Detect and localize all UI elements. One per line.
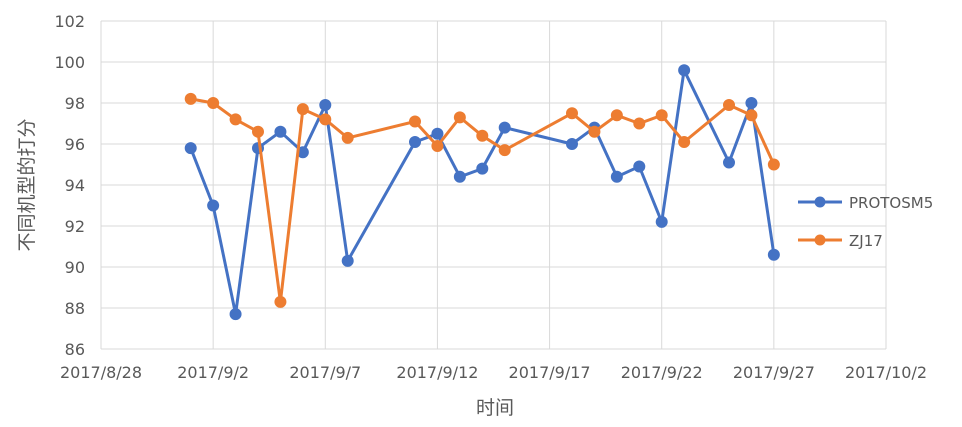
y-tick-label-1: 88 bbox=[65, 299, 85, 318]
x-tick-label-5: 2017/9/22 bbox=[621, 363, 703, 382]
data-point-zj17-10 bbox=[453, 111, 466, 124]
data-point-protosm5-0 bbox=[184, 142, 197, 155]
data-point-zj17-17 bbox=[655, 109, 668, 122]
x-axis-tick-labels: 2017/8/28 2017/9/2 2017/9/7 2017/9/12 2017/9… bbox=[60, 363, 927, 382]
y-axis-tick-labels: 86 88 90 92 94 96 98 100 102 bbox=[54, 12, 85, 359]
series-zj17 bbox=[184, 92, 780, 308]
data-point-protosm5-12 bbox=[498, 121, 511, 134]
data-point-zj17-18 bbox=[678, 135, 691, 148]
data-point-zj17-15 bbox=[610, 109, 623, 122]
y-tick-label-2: 90 bbox=[65, 258, 85, 277]
x-tick-label-3: 2017/9/12 bbox=[396, 363, 478, 382]
data-point-zj17-20 bbox=[745, 109, 758, 122]
data-point-zj17-21 bbox=[767, 158, 780, 171]
y-tick-label-8: 102 bbox=[54, 12, 85, 31]
data-point-zj17-1 bbox=[207, 97, 220, 109]
series-line-zj17 bbox=[190, 97, 776, 304]
data-point-zj17-2 bbox=[229, 113, 242, 126]
data-point-protosm5-9 bbox=[431, 127, 444, 140]
data-point-zj17-11 bbox=[476, 129, 489, 142]
legend-label-protosm5: PROTOSM5 bbox=[849, 194, 933, 212]
y-tick-label-3: 92 bbox=[65, 217, 85, 236]
legend: PROTOSM5 ZJ17 bbox=[798, 194, 933, 250]
data-point-protosm5-4 bbox=[274, 125, 287, 138]
y-tick-label-6: 98 bbox=[65, 94, 85, 113]
data-point-zj17-12 bbox=[498, 144, 511, 157]
x-axis-title: 时间 bbox=[476, 397, 514, 419]
legend-item-zj17: ZJ17 bbox=[798, 232, 883, 250]
data-point-protosm5-21 bbox=[767, 248, 780, 261]
data-point-protosm5-11 bbox=[476, 162, 489, 175]
data-point-zj17-6 bbox=[319, 113, 332, 126]
data-point-zj17-3 bbox=[252, 125, 264, 138]
legend-marker-protosm5 bbox=[814, 196, 826, 208]
y-tick-label-5: 96 bbox=[65, 135, 85, 154]
data-point-zj17-13 bbox=[566, 107, 578, 120]
gridlines bbox=[100, 20, 887, 350]
data-point-zj17-19 bbox=[723, 99, 735, 112]
series-layer bbox=[184, 64, 780, 321]
data-point-zj17-7 bbox=[341, 131, 354, 144]
x-tick-label-0: 2017/8/28 bbox=[60, 363, 142, 382]
data-point-protosm5-1 bbox=[207, 199, 220, 212]
data-point-protosm5-16 bbox=[633, 160, 646, 173]
data-point-zj17-8 bbox=[409, 115, 421, 128]
data-point-protosm5-20 bbox=[745, 97, 758, 109]
data-point-protosm5-17 bbox=[655, 215, 668, 228]
data-point-protosm5-15 bbox=[610, 170, 623, 183]
x-tick-label-4: 2017/9/17 bbox=[509, 363, 591, 382]
data-point-protosm5-2 bbox=[229, 308, 242, 321]
data-point-protosm5-18 bbox=[678, 64, 691, 77]
data-point-protosm5-6 bbox=[319, 99, 332, 112]
data-point-protosm5-10 bbox=[453, 170, 466, 183]
legend-label-zj17: ZJ17 bbox=[849, 232, 883, 250]
data-point-zj17-16 bbox=[633, 117, 646, 130]
data-point-zj17-0 bbox=[184, 92, 197, 105]
y-axis-title: 不同机型的打分 bbox=[16, 118, 38, 251]
x-tick-label-6: 2017/9/27 bbox=[733, 363, 815, 382]
data-point-zj17-9 bbox=[431, 140, 444, 153]
data-point-zj17-14 bbox=[588, 125, 601, 138]
data-point-protosm5-19 bbox=[723, 156, 735, 169]
x-tick-label-1: 2017/9/2 bbox=[177, 363, 249, 382]
data-point-protosm5-8 bbox=[409, 135, 421, 148]
y-tick-label-0: 86 bbox=[65, 340, 85, 359]
legend-marker-zj17 bbox=[814, 234, 826, 246]
y-tick-label-4: 94 bbox=[65, 176, 85, 195]
x-tick-label-2: 2017/9/7 bbox=[289, 363, 361, 382]
y-tick-label-7: 100 bbox=[54, 53, 85, 72]
data-point-protosm5-13 bbox=[566, 138, 578, 150]
x-tick-label-7: 2017/10/2 bbox=[845, 363, 927, 382]
data-point-zj17-4 bbox=[274, 295, 287, 308]
data-point-zj17-5 bbox=[296, 103, 309, 116]
series-line-protosm5 bbox=[189, 68, 776, 316]
data-point-protosm5-7 bbox=[341, 254, 354, 267]
legend-item-protosm5: PROTOSM5 bbox=[798, 194, 933, 212]
